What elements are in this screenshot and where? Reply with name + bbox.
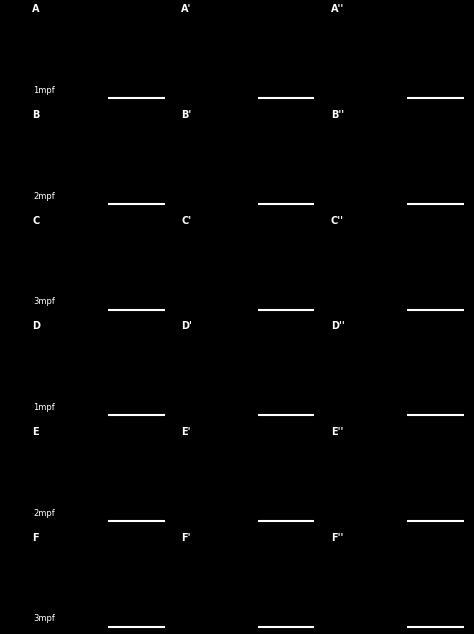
Text: C'': C'' xyxy=(331,216,344,226)
Text: 2mpf: 2mpf xyxy=(34,191,55,201)
Text: D'': D'' xyxy=(331,321,345,331)
Text: D': D' xyxy=(182,321,192,331)
Text: E': E' xyxy=(182,427,191,437)
Text: E: E xyxy=(32,427,39,437)
Text: 1mpf: 1mpf xyxy=(34,86,55,95)
Text: E'': E'' xyxy=(331,427,343,437)
Text: Unstained μCT: Unstained μCT xyxy=(8,123,18,194)
Text: F: F xyxy=(32,533,39,543)
Text: 2mpf: 2mpf xyxy=(34,508,55,518)
Text: C': C' xyxy=(182,216,191,226)
Text: 1mpf: 1mpf xyxy=(34,403,55,412)
Text: C: C xyxy=(32,216,39,226)
Text: 3mpf: 3mpf xyxy=(34,297,55,306)
Text: F'': F'' xyxy=(331,533,343,543)
Text: D: D xyxy=(32,321,40,331)
Text: B: B xyxy=(32,110,39,120)
Text: B'': B'' xyxy=(331,110,344,120)
Text: A: A xyxy=(32,4,39,14)
Text: A'': A'' xyxy=(331,4,344,14)
Text: 3mpf: 3mpf xyxy=(34,614,55,623)
Text: DICE-PPC-SRμCT: DICE-PPC-SRμCT xyxy=(8,435,18,516)
Text: A': A' xyxy=(182,4,191,14)
Text: B': B' xyxy=(182,110,191,120)
Text: F': F' xyxy=(182,533,191,543)
